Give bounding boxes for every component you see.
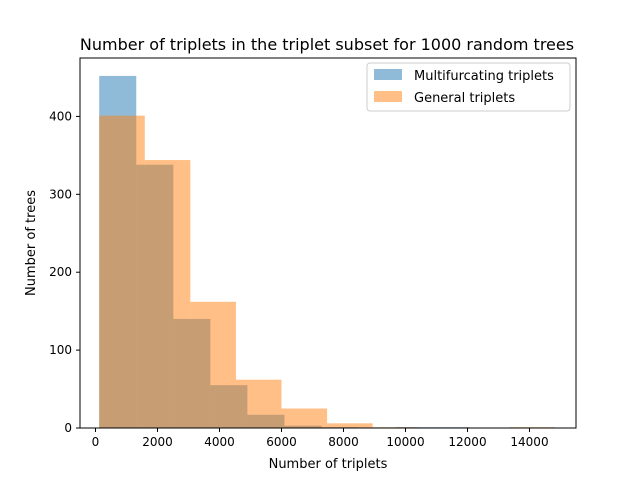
histogram-bar-general: [235, 379, 282, 428]
chart-title: Number of triplets in the triplet subset…: [80, 35, 574, 54]
legend-label-general: General triplets: [414, 91, 515, 106]
legend: Multifurcating triplets General triplets: [366, 62, 571, 112]
histogram-bar-general: [99, 115, 145, 429]
y-axis-label: Number of trees: [24, 190, 39, 296]
x-tick-label: 14000: [510, 435, 548, 449]
x-tick-label: 0: [92, 435, 100, 449]
legend-label-multifurcating: Multifurcating triplets: [414, 69, 554, 84]
histogram-bar-general: [144, 160, 191, 428]
histogram-bar-general: [281, 408, 328, 428]
histogram-bar-general: [190, 301, 236, 428]
x-axis-label: Number of triplets: [269, 457, 388, 472]
y-tick-label: 100: [49, 343, 72, 357]
x-tick-label: 10000: [386, 435, 424, 449]
x-axis-ticks: 0 2000 4000 6000 8000 10000 12000 14000: [92, 428, 549, 449]
x-tick-label: 6000: [266, 435, 297, 449]
histogram-bars: [99, 75, 555, 429]
histogram-bar-general: [327, 423, 373, 428]
y-axis-ticks: 0 100 200 300 400: [49, 109, 80, 435]
legend-swatch-general: [374, 91, 402, 102]
axes-frame: [79, 57, 577, 429]
x-tick-label: 8000: [328, 435, 359, 449]
legend-swatch-multifurcating: [374, 69, 402, 80]
x-tick-label: 2000: [142, 435, 173, 449]
y-tick-label: 200: [49, 265, 72, 279]
legend-box: [366, 62, 571, 112]
x-tick-label: 4000: [204, 435, 235, 449]
x-tick-label: 12000: [448, 435, 486, 449]
y-tick-label: 0: [64, 421, 72, 435]
y-tick-label: 400: [49, 109, 72, 123]
y-tick-label: 300: [49, 187, 72, 201]
